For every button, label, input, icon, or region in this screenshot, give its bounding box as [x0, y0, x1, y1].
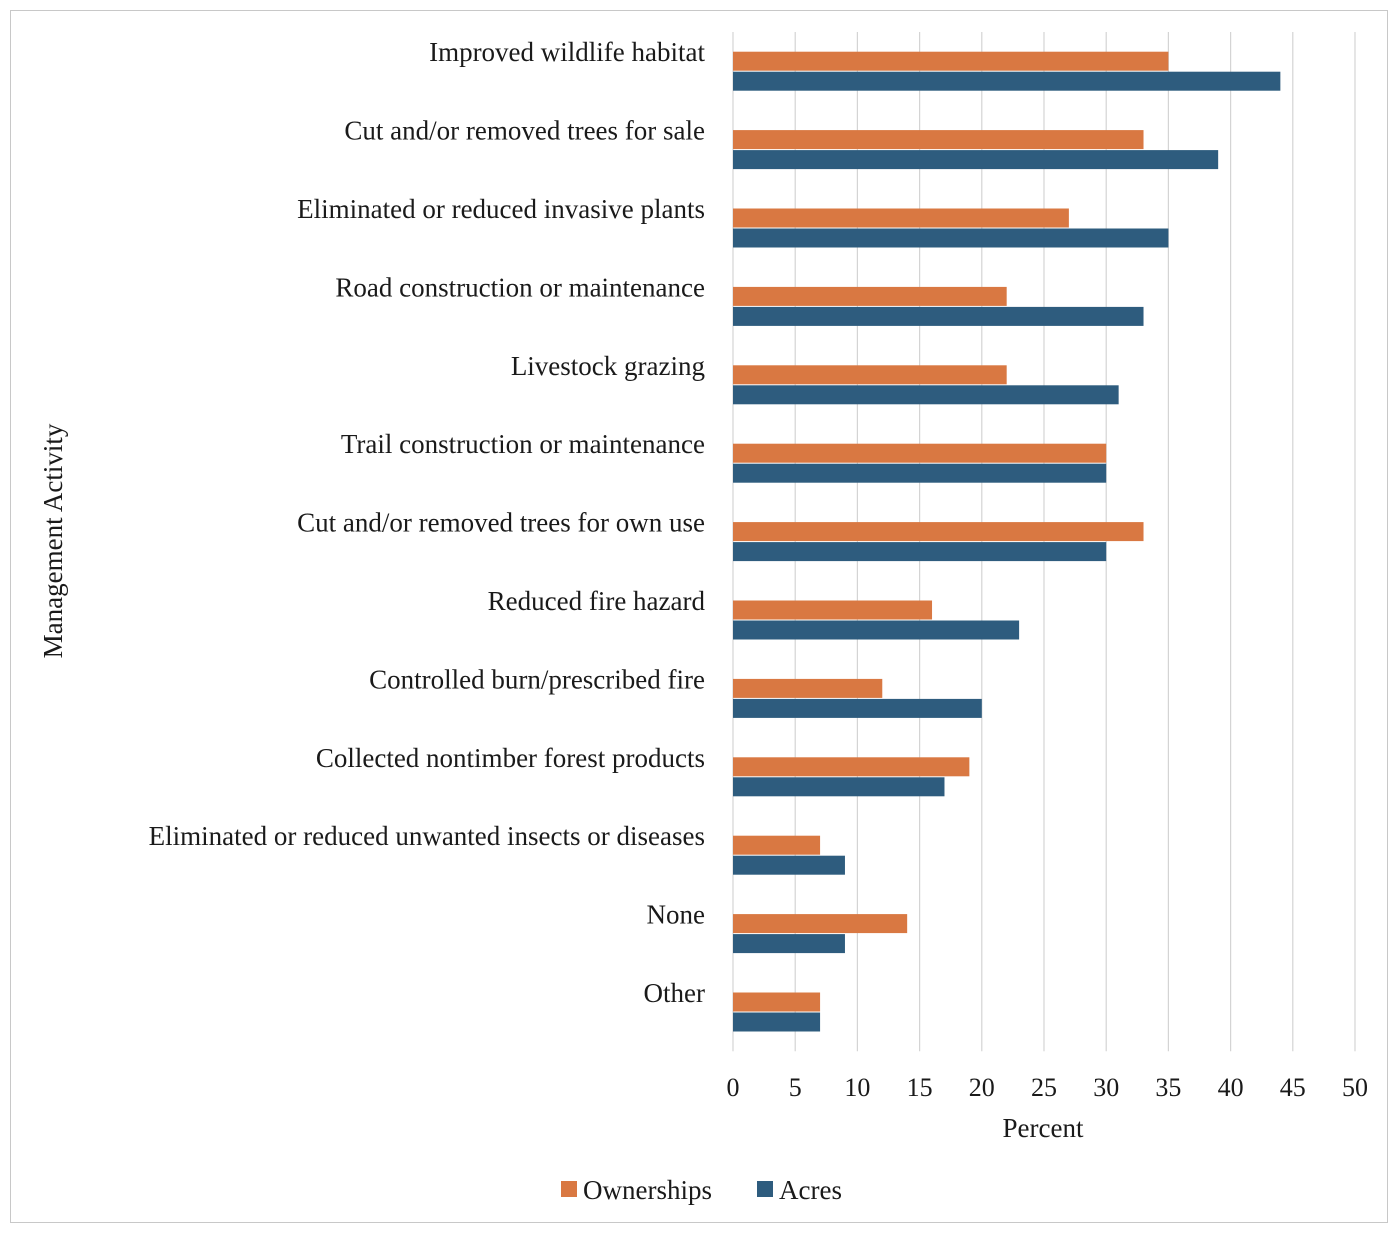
bar-acres	[733, 150, 1219, 170]
x-tick-label: 10	[844, 1073, 870, 1102]
x-tick-label: 15	[907, 1073, 933, 1102]
category-label: Cut and/or removed trees for own use	[297, 508, 705, 538]
x-tick-label: 25	[1031, 1073, 1057, 1102]
category-label: Controlled burn/prescribed fire	[369, 664, 705, 694]
category-label: Eliminated or reduced unwanted insects o…	[149, 821, 705, 851]
legend-swatch-ownerships	[561, 1181, 577, 1197]
bar-acres	[733, 1012, 821, 1032]
x-tick-labels: 0 5 10 15 20 25 30 35 40 45 50	[727, 1073, 1369, 1102]
bar-ownerships	[733, 992, 821, 1012]
bar-ownerships	[733, 757, 970, 777]
category-label: Reduced fire hazard	[488, 586, 706, 616]
category-label: Collected nontimber forest products	[316, 743, 705, 773]
category-label: Other	[644, 978, 705, 1008]
legend: Ownerships Acres	[561, 1175, 842, 1205]
category-label: Improved wildlife habitat	[429, 37, 705, 67]
bar-ownerships	[733, 51, 1169, 71]
x-tick-label: 35	[1155, 1073, 1181, 1102]
x-axis-title: Percent	[1003, 1113, 1084, 1143]
bar-acres	[733, 463, 1107, 483]
x-tick-label: 0	[727, 1073, 740, 1102]
bar-ownerships	[733, 208, 1069, 228]
bar-acres	[733, 934, 845, 954]
bar-acres	[733, 71, 1281, 91]
bar-acres	[733, 855, 845, 875]
bar-ownerships	[733, 600, 933, 620]
x-tick-label: 50	[1342, 1073, 1368, 1102]
category-label: None	[647, 900, 705, 930]
category-label: Trail construction or maintenance	[341, 429, 705, 459]
legend-label-ownerships: Ownerships	[583, 1175, 712, 1205]
x-tick-label: 45	[1280, 1073, 1306, 1102]
bar-acres	[733, 777, 945, 797]
category-label: Road construction or maintenance	[335, 272, 705, 302]
bar-ownerships	[733, 286, 1007, 306]
bar-acres	[733, 306, 1144, 326]
category-label: Livestock grazing	[511, 351, 705, 381]
y-axis-title: Management Activity	[38, 423, 68, 658]
category-label: Cut and/or removed trees for sale	[344, 116, 705, 146]
gridlines	[732, 32, 1356, 1052]
category-labels: Improved wildlife habitat Cut and/or remo…	[149, 37, 706, 1008]
bar-ownerships	[733, 835, 821, 855]
x-tick-label: 40	[1218, 1073, 1244, 1102]
bar-acres	[733, 698, 982, 718]
chart-frame	[10, 10, 1388, 1223]
bar-acres	[733, 228, 1169, 248]
bar-ownerships	[733, 522, 1144, 542]
bar-ownerships	[733, 443, 1107, 463]
x-tick-label: 20	[969, 1073, 995, 1102]
bars	[733, 51, 1281, 1032]
legend-label-acres: Acres	[779, 1175, 842, 1205]
bar-acres	[733, 620, 1020, 640]
bar-ownerships	[733, 130, 1144, 150]
bar-acres	[733, 385, 1119, 405]
bar-ownerships	[733, 678, 883, 698]
bar-ownerships	[733, 365, 1007, 385]
x-tick-label: 30	[1093, 1073, 1119, 1102]
bar-ownerships	[733, 914, 908, 934]
legend-swatch-acres	[757, 1181, 773, 1197]
category-label: Eliminated or reduced invasive plants	[297, 194, 705, 224]
bar-acres	[733, 542, 1107, 562]
x-tick-label: 5	[789, 1073, 802, 1102]
